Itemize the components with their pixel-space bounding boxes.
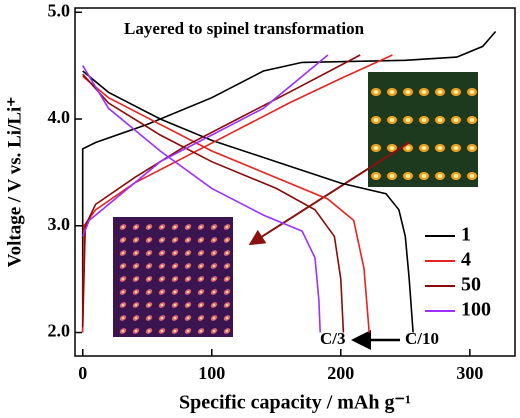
legend-label: 100 (461, 299, 491, 321)
annotation: C/10 (405, 329, 439, 348)
x-tick-label: 300 (456, 363, 483, 383)
x-tick-label: 200 (327, 363, 354, 383)
x-axis-label: Specific capacity / mAh g⁻¹ (179, 392, 411, 414)
legend-label: 4 (461, 249, 471, 271)
x-tick-label: 0 (78, 363, 87, 383)
plot-frame (74, 7, 516, 357)
annotation: Layered to spinel transformation (124, 19, 365, 38)
inset-image (113, 217, 233, 337)
arrow (248, 141, 411, 246)
legend-label: 1 (461, 224, 471, 246)
data-line (81, 54, 329, 333)
y-tick-label: 4.0 (48, 107, 71, 127)
y-tick-label: 3.0 (48, 214, 71, 234)
x-tick-label: 100 (198, 363, 225, 383)
data-line (81, 30, 497, 333)
y-tick-label: 5.0 (48, 0, 71, 20)
annotation: C/3 (320, 329, 346, 348)
y-axis-label: Voltage / V vs. Li/Li⁺ (4, 97, 25, 268)
inset-image (368, 72, 478, 187)
y-tick-label: 2.0 (48, 321, 71, 341)
legend-label: 50 (461, 274, 481, 296)
